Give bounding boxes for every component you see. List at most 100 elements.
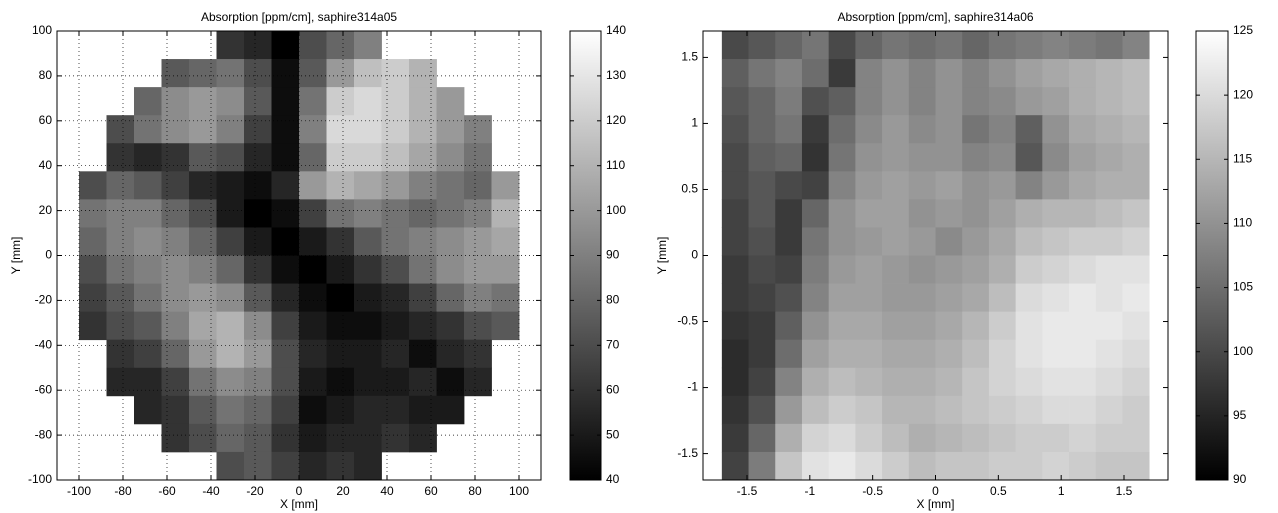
- heatmap-cell: [775, 227, 803, 256]
- heatmap-cell: [1015, 199, 1043, 228]
- heatmap-cell: [381, 423, 410, 453]
- heatmap-cell: [1069, 115, 1097, 144]
- heatmap-cell: [882, 87, 910, 116]
- heatmap-cell: [244, 311, 272, 341]
- heatmap-cell: [161, 227, 190, 256]
- colorbar-tick-label: 115: [1233, 151, 1252, 165]
- heatmap-cell: [189, 171, 217, 200]
- heatmap-cell: [721, 423, 749, 453]
- heatmap-cell: [988, 227, 1017, 256]
- heatmap-cell: [134, 227, 162, 256]
- heatmap-cell: [748, 339, 776, 369]
- heatmap-cell: [908, 367, 936, 397]
- heatmap-cell: [721, 171, 749, 200]
- heatmap-cell: [1042, 59, 1070, 88]
- heatmap-cell: [436, 227, 465, 256]
- heatmap-cell: [299, 255, 327, 284]
- heatmap-cell: [962, 87, 990, 116]
- heatmap-cell: [988, 283, 1017, 313]
- heatmap-cell: [882, 423, 910, 453]
- heatmap-cell: [962, 311, 990, 341]
- heatmap-cell: [189, 255, 217, 284]
- heatmap-cell: [271, 227, 300, 256]
- heatmap-cell: [244, 283, 272, 313]
- heatmap-cell: [935, 255, 963, 284]
- heatmap-cell: [721, 451, 749, 481]
- heatmap-cell: [1069, 283, 1097, 313]
- heatmap-cell: [271, 451, 300, 481]
- heatmap-cell: [855, 255, 883, 284]
- heatmap-cell: [299, 451, 327, 481]
- heatmap-cell: [409, 367, 437, 397]
- heatmap-cell: [801, 283, 830, 313]
- heatmap-cell: [801, 227, 830, 256]
- heatmap-cell: [409, 115, 437, 144]
- heatmap-cell: [271, 367, 300, 397]
- heatmap-cell: [828, 395, 856, 425]
- heatmap-cell: [748, 87, 776, 116]
- x-tick-label: 100: [509, 484, 529, 498]
- heatmap-cell: [1042, 255, 1070, 284]
- heatmap-cell: [271, 199, 300, 228]
- heatmap-cell: [409, 171, 437, 200]
- heatmap-cell: [775, 423, 803, 453]
- heatmap-cell: [1095, 171, 1123, 200]
- heatmap-cell: [748, 423, 776, 453]
- colorbar-tick-label: 140: [606, 23, 626, 37]
- heatmap-cell: [271, 283, 300, 313]
- heatmap-cell: [1069, 423, 1097, 453]
- heatmap-cell: [381, 367, 410, 397]
- heatmap-cell: [935, 227, 963, 256]
- heatmap-cell: [299, 31, 327, 60]
- x-tick-label: -80: [114, 484, 132, 498]
- heatmap-cell: [855, 171, 883, 200]
- heatmap-cell: [1095, 87, 1123, 116]
- heatmap-cell: [464, 171, 492, 200]
- heatmap-cell: [106, 227, 135, 256]
- heatmap-cell: [134, 311, 162, 341]
- heatmap-cell: [436, 199, 465, 228]
- heatmap-cell: [464, 115, 492, 144]
- heatmap-cell: [748, 59, 776, 88]
- colorbar-tick-label: 110: [1233, 216, 1252, 230]
- heatmap-cell: [436, 143, 465, 172]
- colorbar-tick-label: 60: [606, 382, 620, 396]
- heatmap-cell: [161, 339, 190, 369]
- heatmap-cell: [161, 283, 190, 313]
- heatmap-cell: [988, 423, 1017, 453]
- heatmap-cell: [988, 451, 1017, 481]
- heatmap-cell: [855, 59, 883, 88]
- heatmap-cell: [436, 171, 465, 200]
- heatmap-cell: [801, 87, 830, 116]
- heatmap-cell: [1122, 227, 1150, 256]
- heatmap-cell: [1042, 143, 1070, 172]
- heatmap-cell: [326, 395, 355, 425]
- heatmap-cell: [244, 395, 272, 425]
- y-tick-label: -20: [35, 293, 53, 307]
- heatmap-cell: [1069, 367, 1097, 397]
- heatmap-cell: [935, 87, 963, 116]
- heatmap-cell: [882, 115, 910, 144]
- heatmap-cell: [908, 395, 936, 425]
- heatmap-cell: [828, 171, 856, 200]
- heatmap-cell: [189, 115, 217, 144]
- heatmap-cell: [908, 171, 936, 200]
- heatmap-cell: [775, 395, 803, 425]
- heatmap-cell: [381, 115, 410, 144]
- heatmap-cell: [1042, 31, 1070, 60]
- heatmap-cell: [882, 367, 910, 397]
- x-tick-label: -1.5: [737, 484, 758, 498]
- heatmap-cell: [801, 31, 830, 60]
- heatmap-cell: [354, 339, 382, 369]
- heatmap-cell: [908, 87, 936, 116]
- heatmap-cell: [354, 395, 382, 425]
- colorbar-tick-label: 95: [1233, 408, 1247, 422]
- heatmap-cell: [801, 423, 830, 453]
- heatmap-cell: [882, 227, 910, 256]
- y-tick-label: -40: [35, 337, 53, 351]
- heatmap-cell: [721, 59, 749, 88]
- y-tick-label: 60: [39, 113, 53, 127]
- heatmap-cell: [381, 59, 410, 88]
- heatmap-cell: [1095, 255, 1123, 284]
- heatmap-cell: [381, 171, 410, 200]
